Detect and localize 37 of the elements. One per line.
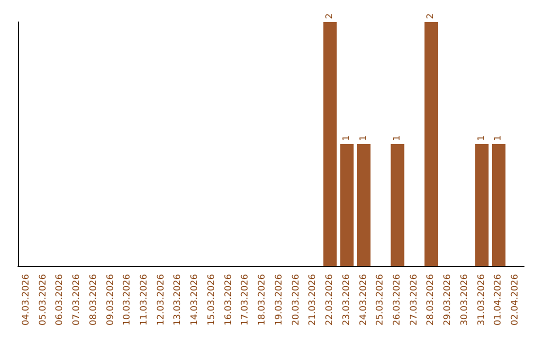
x-tick-label: 13.03.2026 — [173, 274, 184, 326]
data-label: 1 — [358, 135, 369, 141]
x-tick-label: 06.03.2026 — [55, 274, 66, 326]
x-tick-label: 01.04.2026 — [494, 274, 504, 326]
x-tick-label: 14.03.2026 — [190, 274, 200, 326]
data-label: 1 — [342, 135, 352, 141]
x-tick-label: 20.03.2026 — [291, 274, 302, 326]
x-tick-label: 15.03.2026 — [206, 274, 217, 326]
data-label: 2 — [325, 13, 336, 19]
x-tick-label: 24.03.2026 — [358, 274, 369, 326]
x-tick-label: 22.03.2026 — [325, 274, 336, 326]
x-tick-label: 21.03.2026 — [308, 274, 318, 326]
x-tick-label: 05.03.2026 — [38, 274, 48, 326]
x-tick-label: 12.03.2026 — [156, 274, 166, 326]
x-tick-label: 23.03.2026 — [342, 274, 352, 326]
x-tick-label: 16.03.2026 — [224, 274, 234, 326]
data-label: 2 — [426, 13, 436, 19]
x-tick-label: 18.03.2026 — [258, 274, 268, 326]
x-tick-label: 28.03.2026 — [426, 274, 436, 326]
x-tick-label: 19.03.2026 — [274, 274, 284, 326]
x-tick-label: 02.04.2026 — [510, 274, 521, 326]
x-tick-label: 27.03.2026 — [409, 274, 420, 326]
x-tick-label: 07.03.2026 — [72, 274, 82, 326]
data-label: 1 — [476, 135, 487, 141]
x-tick-label: 10.03.2026 — [122, 274, 133, 326]
x-tick-label: 08.03.2026 — [88, 274, 99, 326]
x-tick-label: 17.03.2026 — [240, 274, 251, 326]
x-tick-label: 29.03.2026 — [443, 274, 454, 326]
x-tick-label: 31.03.2026 — [476, 274, 487, 326]
x-tick-label: 09.03.2026 — [106, 274, 116, 326]
x-tick-label: 26.03.2026 — [392, 274, 402, 326]
x-tick-label: 30.03.2026 — [460, 274, 470, 326]
data-label: 1 — [494, 135, 504, 141]
data-label: 1 — [392, 135, 402, 141]
x-tick-label: 25.03.2026 — [376, 274, 386, 326]
x-tick-label: 04.03.2026 — [21, 274, 32, 326]
x-tick-label: 11.03.2026 — [140, 274, 150, 326]
